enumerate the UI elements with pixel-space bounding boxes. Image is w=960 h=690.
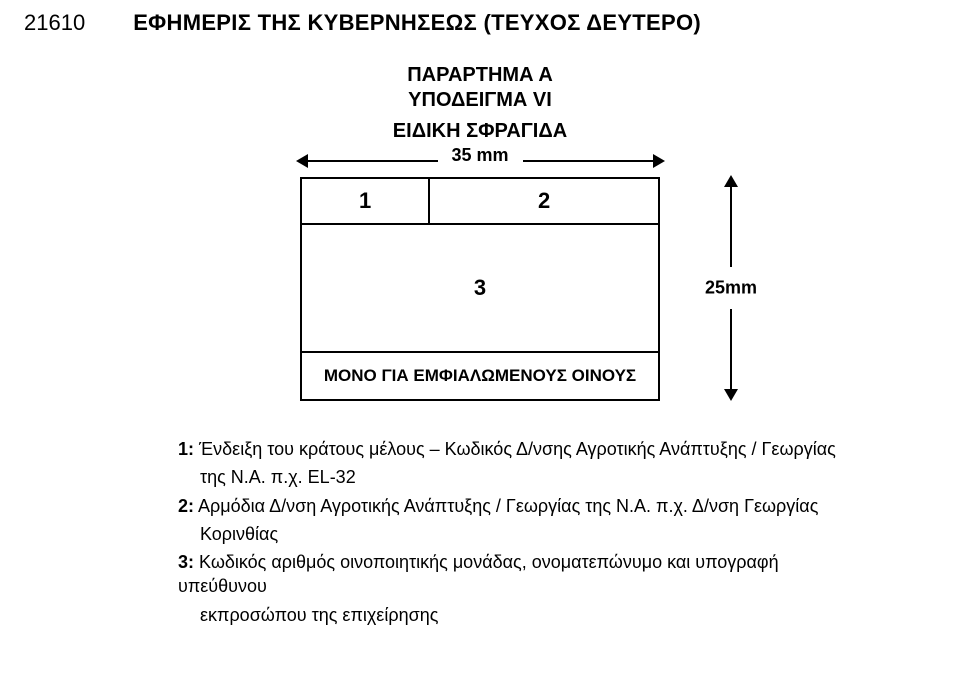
annex-title: ΠΑΡΑΡΤΗΜΑ Α <box>0 64 960 87</box>
legend-lead-1: 1: <box>178 439 194 459</box>
stamp-row-top: 1 2 <box>300 177 660 223</box>
arrow-down-icon <box>724 389 738 401</box>
stamp-cell-3: 3 <box>300 223 660 353</box>
legend-item-1: 1: Ένδειξη του κράτους μέλους – Κωδικός … <box>178 437 858 461</box>
dimension-width: 35 mm <box>298 149 663 171</box>
dimension-line <box>730 309 732 399</box>
legend-text-1b: της Ν.Α. π.χ. EL-32 <box>178 465 858 489</box>
legend-lead-3: 3: <box>178 552 194 572</box>
dimension-line <box>523 160 663 162</box>
sample-title: ΥΠΟΔΕΙΓΜΑ VI <box>0 89 960 112</box>
dimension-height-label: 25mm <box>703 278 759 299</box>
stamp-cell-1: 1 <box>302 179 430 223</box>
legend-text-3b: εκπροσώπου της επιχείρησης <box>178 603 858 627</box>
dimension-width-label: 35 mm <box>451 145 508 166</box>
page-number: 21610 <box>24 10 85 36</box>
stamp-cell-2: 2 <box>430 179 658 223</box>
legend-item-3: 3: Κωδικός αριθμός οινοποιητικής μονάδας… <box>178 550 858 599</box>
legend-text-2b: Κορινθίας <box>178 522 858 546</box>
page-header: 21610 ΕΦΗΜΕΡΙΣ ΤΗΣ ΚΥΒΕΡΝΗΣΕΩΣ (ΤΕΥΧΟΣ Δ… <box>0 0 960 36</box>
title-block: ΠΑΡΑΡΤΗΜΑ Α ΥΠΟΔΕΙΓΜΑ VI ΕΙΔΙΚΗ ΣΦΡΑΓΙΔΑ… <box>0 64 960 171</box>
gazette-title: ΕΦΗΜΕΡΙΣ ΤΗΣ ΚΥΒΕΡΝΗΣΕΩΣ (ΤΕΥΧΟΣ ΔΕΥΤΕΡΟ… <box>133 10 701 36</box>
dimension-line <box>298 160 438 162</box>
stamp-footer: ΜΟΝΟ ΓΙΑ ΕΜΦΙΑΛΩΜΕΝΟΥΣ ΟΙΝΟΥΣ <box>300 353 660 401</box>
stamp-title: ΕΙΔΙΚΗ ΣΦΡΑΓΙΔΑ <box>0 120 960 143</box>
legend-lead-2: 2: <box>178 496 194 516</box>
legend-text-2: Αρμόδια Δ/νση Αγροτικής Ανάπτυξης / Γεωρ… <box>198 496 818 516</box>
legend-text-1: Ένδειξη του κράτους μέλους – Κωδικός Δ/ν… <box>199 439 836 459</box>
arrow-right-icon <box>653 154 665 168</box>
dimension-height: 25mm <box>702 177 760 399</box>
legend: 1: Ένδειξη του κράτους μέλους – Κωδικός … <box>178 437 858 627</box>
legend-item-2: 2: Αρμόδια Δ/νση Αγροτικής Ανάπτυξης / Γ… <box>178 494 858 518</box>
dimension-line <box>730 177 732 267</box>
legend-text-3: Κωδικός αριθμός οινοποιητικής μονάδας, ο… <box>178 552 779 596</box>
stamp-diagram: 1 2 3 ΜΟΝΟ ΓΙΑ ΕΜΦΙΑΛΩΜΕΝΟΥΣ ΟΙΝΟΥΣ <box>300 177 660 401</box>
stamp-diagram-wrap: 1 2 3 ΜΟΝΟ ΓΙΑ ΕΜΦΙΑΛΩΜΕΝΟΥΣ ΟΙΝΟΥΣ 25mm <box>200 177 760 401</box>
